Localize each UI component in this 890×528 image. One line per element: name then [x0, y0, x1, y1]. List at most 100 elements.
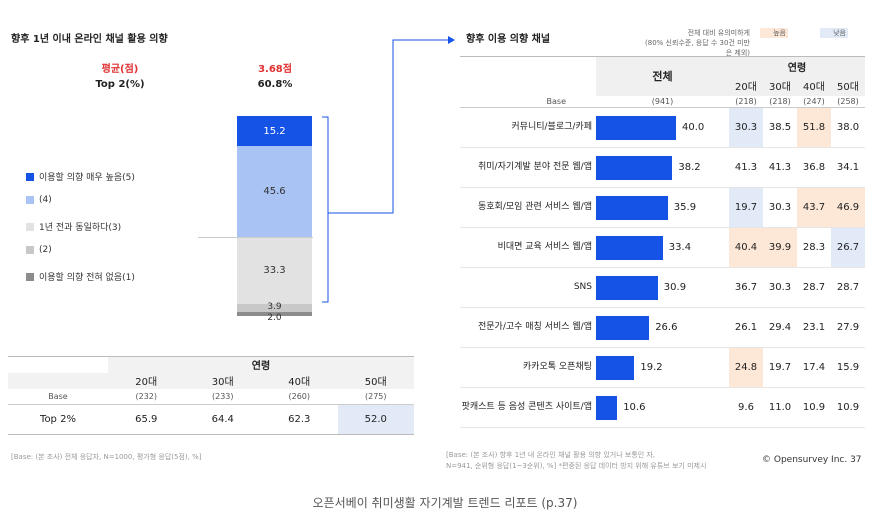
legend-item-3: 1년 전과 동일하다(3): [26, 220, 121, 233]
channel-row: 커뮤니티/블로그/카페 40.0 30.3 38.5 51.8 38.0: [460, 107, 865, 148]
stack-segment-2: 3.9: [237, 302, 312, 312]
age-value-cell: 40.4: [729, 227, 763, 268]
channel-label: 취미/자기계발 분야 전문 웹/앱: [477, 162, 592, 172]
age-value-cell: 17.4: [802, 362, 826, 373]
age-value-cell: 30.3: [729, 107, 763, 148]
age-value-cell: 26.7: [831, 227, 865, 268]
channel-row: 전문가/고수 매칭 서비스 웹/앱 26.6 26.1 29.4 23.1 27.9: [460, 308, 865, 348]
brand-footer: © Opensurvey Inc. 37: [762, 455, 862, 465]
age-header: 20대: [735, 82, 757, 93]
top2-row-label: Top 2%: [40, 414, 76, 425]
stack-label-1: 2.0: [267, 313, 282, 323]
channel-label: 전문가/고수 매칭 서비스 웹/앱: [477, 322, 592, 332]
age-value-cell: 28.3: [802, 242, 826, 253]
age-value-cell: 24.8: [729, 347, 763, 388]
age-value-cell: 9.6: [738, 402, 754, 413]
legend-label: 이용할 의향 전혀 없음(1): [39, 273, 135, 283]
age-value-cell: 27.9: [836, 322, 860, 333]
channel-total-value: 40.0: [682, 122, 705, 133]
age-value-cell: 36.8: [802, 162, 826, 173]
legend-label: 1년 전과 동일하다(3): [39, 223, 122, 233]
stack-label-3: 33.3: [263, 265, 286, 276]
top2-value-cell: 64.4: [211, 414, 234, 425]
age-value-cell: 15.9: [836, 362, 860, 373]
age-value-cell: 51.8: [797, 107, 831, 148]
significance-note: 전체 대비 유의미하게 (80% 신뢰수준, 응답 수 30건 미만은 제외): [640, 28, 750, 58]
channel-total-value: 33.4: [668, 242, 692, 253]
age-value-cell: 36.7: [734, 282, 758, 293]
age-value-cell: 41.3: [734, 162, 758, 173]
channel-total-value: 10.6: [623, 402, 646, 413]
age-value-cell: 26.1: [734, 322, 758, 333]
channel-label: 커뮤니티/블로그/카페: [511, 122, 592, 132]
age-value-cell: 10.9: [836, 402, 860, 413]
significance-note-line2: (80% 신뢰수준, 응답 수 30건 미만은 제외): [645, 39, 750, 57]
left-chart-title: 향후 1년 이내 온라인 채널 활용 의향: [11, 34, 168, 45]
channel-total-value: 30.9: [663, 282, 687, 293]
total-header: 전체: [596, 56, 729, 96]
base-label: Base: [48, 391, 68, 401]
age-value-cell: 41.3: [768, 162, 792, 173]
base-count: (260): [288, 391, 310, 401]
channel-total-bar: [596, 395, 618, 420]
legend-swatch: [26, 172, 34, 181]
channel-total-value: 26.6: [655, 322, 678, 333]
stack-segment-5: 15.2: [237, 116, 312, 146]
channel-table: 전체 연령 20대 30대 40대 50대 Base (941) (218) (…: [460, 56, 865, 428]
age-header: 30대: [769, 82, 791, 93]
base-count: (233): [211, 391, 234, 401]
stack-label-2: 3.9: [267, 302, 282, 312]
left-base-note: [Base: (본 조사) 전체 응답자, N=1000, 평가형 응답(5점)…: [11, 453, 202, 461]
stack-label-5: 15.2: [263, 125, 286, 137]
base-count: (218): [769, 96, 791, 106]
top2-value-cell: 62.3: [288, 414, 311, 425]
age-value-cell: 43.7: [797, 187, 831, 228]
channel-row: 팟캐스트 등 음성 콘텐츠 사이트/앱 10.6 9.6 11.0 10.9 10.9: [460, 388, 865, 428]
stack-segment-4: 45.6: [237, 146, 312, 237]
significance-high-key: 높음: [760, 28, 788, 38]
age-top2-table: 연령 20대 30대 40대 50대 Base (232) (233) (260…: [8, 356, 414, 435]
age-header: 50대: [364, 377, 387, 388]
base-count: (275): [364, 391, 387, 401]
age-group-header: 연령: [108, 356, 414, 373]
legend-swatch: [26, 272, 34, 281]
age-value-cell: 39.9: [763, 227, 797, 268]
channel-label: 비대면 교육 서비스 웹/앱: [497, 242, 592, 252]
channel-row: 취미/자기계발 분야 전문 웹/앱 38.2 41.3 41.3 36.8 34.1: [460, 148, 865, 188]
average-label: 평균(점): [101, 64, 139, 75]
legend-label: 이용할 의향 매우 높음(5): [39, 173, 135, 183]
stack-label-4: 45.6: [263, 186, 286, 197]
page-caption: 오픈서베이 취미생활 자기계발 트렌드 리포트 (p.37): [312, 496, 578, 510]
age-value-cell: 28.7: [802, 282, 826, 293]
top2-value: 60.8%: [257, 79, 293, 90]
top2-value-cell: 52.0: [337, 404, 414, 435]
base-count: (258): [837, 96, 859, 106]
channel-label: 카카오톡 오픈채팅: [522, 362, 592, 372]
legend-item-2: (2): [26, 245, 52, 255]
base-count: (247): [803, 96, 825, 106]
age-value-cell: 34.1: [836, 162, 860, 173]
right-chart-title: 향후 이용 의향 채널: [466, 34, 551, 45]
age-group-header: 연령: [729, 56, 865, 76]
stack-segment-1: [237, 312, 312, 316]
channel-row: 비대면 교육 서비스 웹/앱 33.4 40.4 39.9 28.3 26.7: [460, 227, 865, 268]
channel-total-bar: [596, 115, 676, 140]
channel-total-bar: [596, 155, 673, 180]
stack-segment-3: 33.3: [237, 237, 312, 304]
age-value-cell: 11.0: [768, 402, 792, 413]
age-value-cell: 19.7: [768, 362, 792, 373]
top2-divider: [198, 237, 313, 238]
channel-label: 팟캐스트 등 음성 콘텐츠 사이트/앱: [461, 402, 592, 412]
average-value: 3.68점: [258, 64, 292, 75]
base-count: (232): [135, 391, 157, 401]
right-base-note: [Base: (본 조사) 향후 1년 내 온라인 채널 활용 의향 있거나 보…: [446, 450, 706, 472]
legend-item-5: 이용할 의향 매우 높음(5): [26, 170, 135, 183]
channel-row: 카카오톡 오픈채팅 19.2 24.8 19.7 17.4 15.9: [460, 347, 865, 388]
channel-label: SNS: [573, 282, 592, 292]
age-value-cell: 30.3: [768, 202, 792, 213]
channel-label: 동호회/모임 관련 서비스 웹/앱: [477, 202, 592, 212]
legend-swatch: [26, 246, 34, 254]
legend-item-1: 이용할 의향 전혀 없음(1): [26, 270, 135, 283]
channel-row: 동호회/모임 관련 서비스 웹/앱 35.9 19.7 30.3 43.7 46.9: [460, 187, 865, 228]
age-value-cell: 46.9: [831, 187, 865, 228]
